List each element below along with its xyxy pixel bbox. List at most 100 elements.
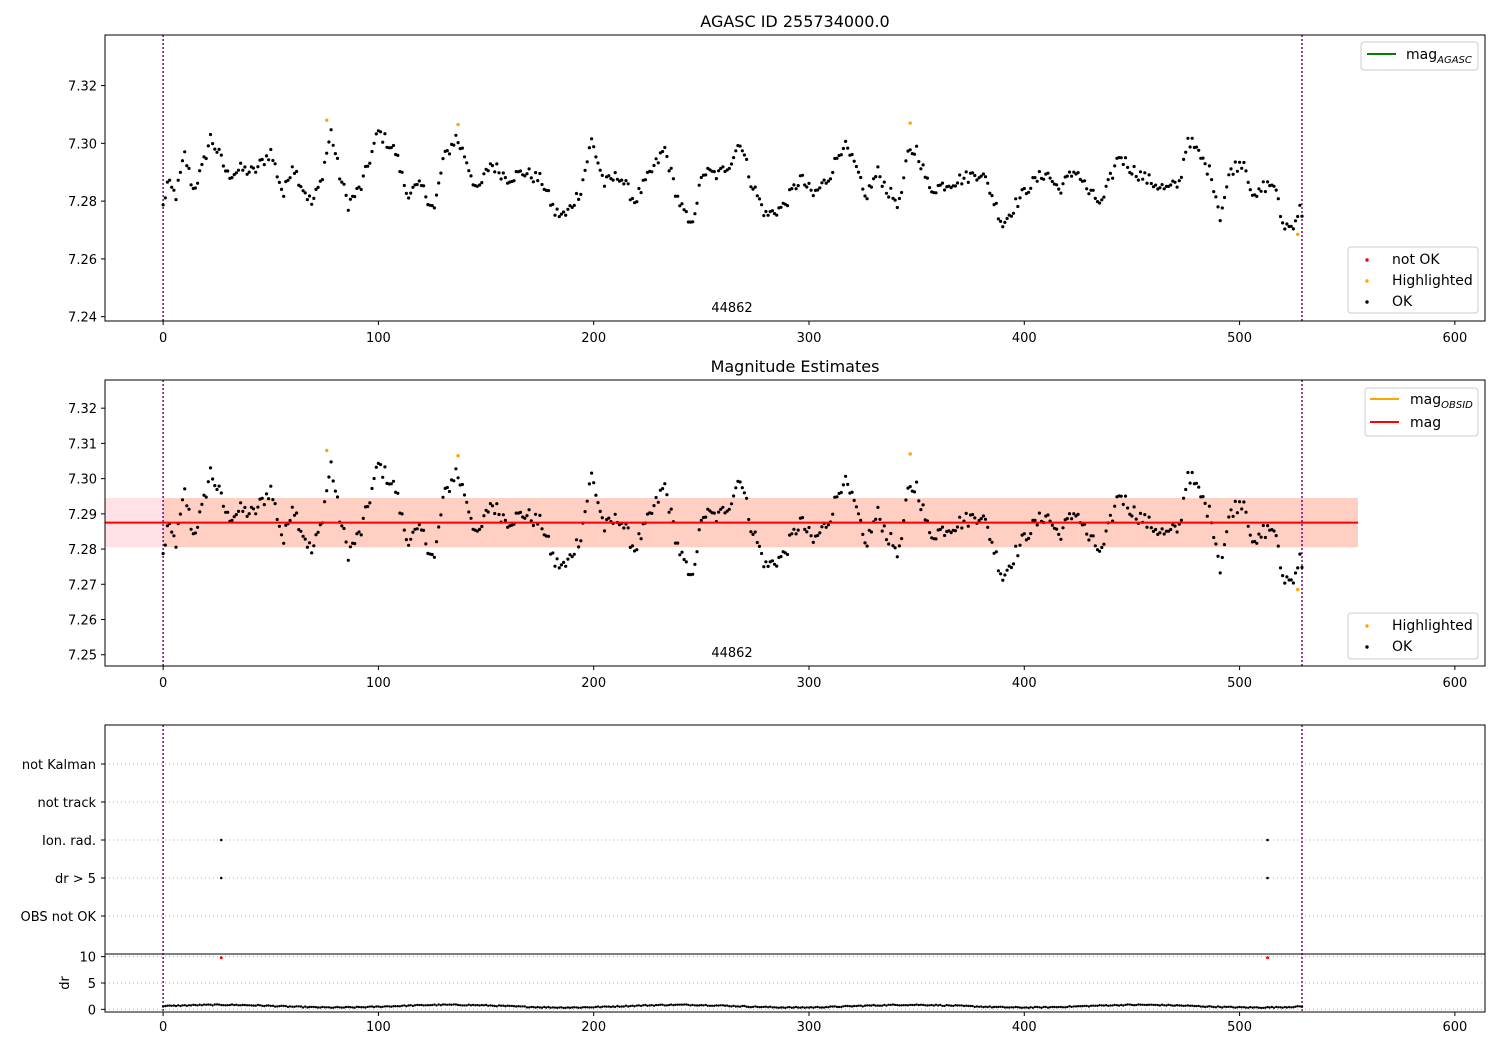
data-point-ok [852, 159, 856, 163]
x-tick-label: 400 [1012, 1020, 1037, 1035]
data-point-ok [497, 171, 501, 175]
data-point-ok [725, 509, 729, 513]
panel-2-frame [104, 379, 1486, 667]
data-point-ok [396, 153, 400, 157]
dr-point [1214, 1006, 1218, 1009]
data-point-ok [221, 164, 225, 168]
data-point-ok [1184, 487, 1188, 492]
dr-point [657, 1003, 660, 1007]
data-point-ok [527, 508, 531, 512]
data-point-ok [652, 504, 656, 508]
dr-point [1092, 1004, 1095, 1007]
dr-point [1111, 1004, 1114, 1007]
data-point-ok [232, 515, 236, 519]
x-tick-label: 400 [1012, 331, 1037, 346]
data-point-ok [480, 181, 484, 185]
dr-point [937, 1004, 940, 1007]
dr-point [1169, 1004, 1172, 1007]
data-point-ok [1138, 511, 1143, 515]
data-point-ok [1261, 180, 1265, 184]
data-point-ok [669, 507, 673, 511]
dr-point [1053, 1005, 1056, 1009]
dr-point-not-ok [219, 956, 223, 960]
data-point-ok [596, 501, 600, 505]
data-point-ok [271, 158, 275, 163]
data-point-ok [323, 160, 327, 164]
data-point-ok [590, 137, 594, 141]
dr-point [706, 1004, 709, 1007]
data-point-ok [1065, 174, 1069, 178]
dr-point [545, 1006, 548, 1009]
dr-point [161, 1005, 165, 1008]
dr-point [1102, 1004, 1106, 1007]
dr-point [1238, 1005, 1241, 1009]
data-point-ok [465, 500, 469, 504]
dr-point [230, 1003, 234, 1006]
data-point-ok [693, 212, 697, 216]
data-point-ok [895, 555, 899, 559]
data-point-ok [1098, 549, 1102, 553]
data-point-ok [831, 512, 835, 516]
data-point-ok [844, 474, 848, 478]
data-point-ok [1257, 532, 1261, 536]
dr-point [947, 1004, 951, 1007]
data-point-ok [999, 572, 1003, 576]
dr-point [493, 1004, 496, 1008]
data-point-ok [661, 487, 665, 491]
data-point-ok [551, 202, 555, 206]
data-point-ok [564, 213, 568, 217]
data-point-ok [1190, 470, 1194, 475]
data-point-ok [1259, 189, 1263, 193]
dr-point [383, 1005, 387, 1008]
data-point-ok [536, 179, 540, 183]
dr-point [717, 1004, 720, 1007]
dr-point [424, 1004, 427, 1007]
dr-point [611, 1005, 615, 1008]
dr-point [904, 1004, 908, 1007]
data-point-ok [490, 504, 495, 508]
data-point-ok [465, 161, 469, 165]
data-point-ok [803, 527, 807, 532]
flag-label: not track [37, 796, 96, 811]
data-point-ok [335, 156, 340, 160]
data-point-ok [493, 511, 497, 516]
dr-point [573, 1006, 576, 1009]
data-point-ok [389, 146, 393, 150]
dr-point [637, 1004, 641, 1007]
legend-label-highlighted-2: Highlighted [1392, 618, 1473, 634]
dr-point [732, 1004, 735, 1007]
data-point-ok [1003, 573, 1007, 577]
data-point-ok [219, 153, 223, 157]
data-point-ok [803, 183, 807, 187]
data-point-ok [1186, 470, 1190, 475]
x-tick-label: 100 [366, 676, 391, 691]
data-point-ok [409, 191, 413, 195]
dr-point [353, 1006, 356, 1009]
dr-point [1122, 1004, 1125, 1007]
data-point-ok [320, 178, 324, 182]
dr-point [624, 1004, 628, 1007]
dr-point [919, 1003, 923, 1006]
dr-point [956, 1004, 959, 1007]
data-point-ok [1100, 545, 1104, 550]
data-point-ok [1143, 513, 1147, 517]
data-point-ok [303, 537, 307, 541]
data-point-ok [333, 152, 337, 156]
data-point-ok [854, 505, 859, 509]
data-point-ok [893, 546, 897, 550]
dr-point [715, 1004, 718, 1007]
dr-point [241, 1003, 244, 1007]
data-point-ok [389, 482, 393, 486]
dr-point [1210, 1005, 1213, 1008]
data-point-ok [422, 184, 426, 188]
dr-point [166, 1004, 169, 1007]
data-point-ok [488, 162, 492, 166]
dr-point [1135, 1003, 1138, 1007]
data-point-ok [1283, 227, 1287, 231]
dr-point [1147, 1003, 1151, 1006]
data-point-ok [402, 528, 406, 532]
dr-point [420, 1003, 423, 1007]
legend-label-highlighted: Highlighted [1392, 273, 1473, 289]
data-point-ok [478, 527, 482, 532]
x-tick-label: 200 [581, 676, 606, 691]
